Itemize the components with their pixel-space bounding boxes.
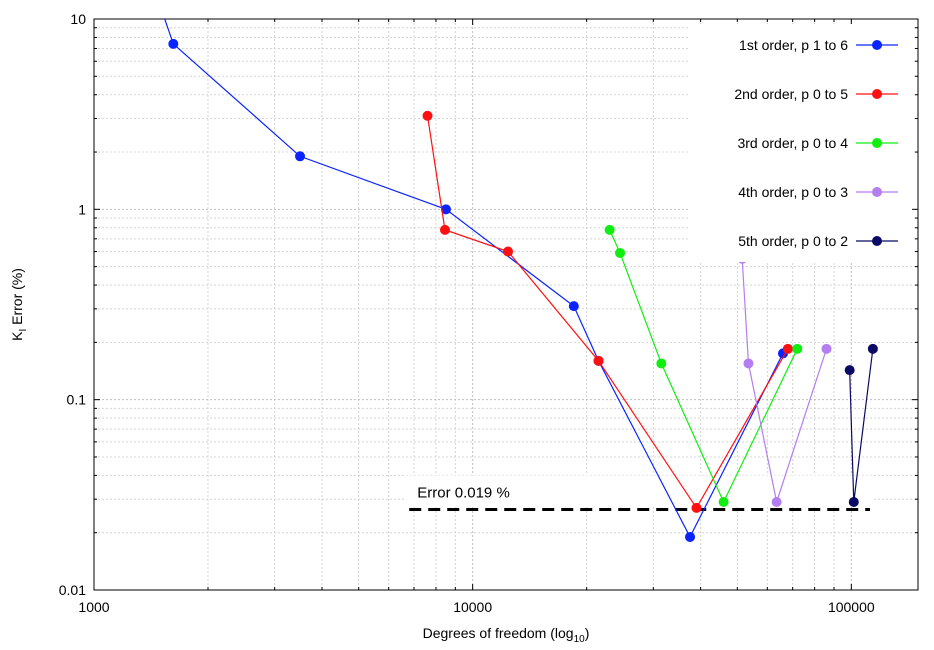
x-tick-label: 1000 — [78, 599, 109, 615]
series-line — [609, 229, 798, 504]
data-point — [771, 496, 782, 507]
reference-line-label: Error 0.019 % — [417, 484, 510, 501]
legend-label: 3rd order, p 0 to 4 — [737, 135, 848, 151]
legend-marker — [872, 138, 882, 148]
data-point — [439, 224, 450, 235]
y-axis-ticks: 10 1 0.1 0.01 — [59, 11, 918, 598]
data-point — [867, 343, 878, 354]
y-tick-label: 0.1 — [67, 392, 87, 408]
series-2 — [422, 110, 793, 513]
data-point — [848, 496, 859, 507]
reference-label-background — [405, 475, 874, 506]
x-tick-label: 100000 — [828, 599, 875, 615]
legend-marker — [872, 89, 882, 99]
plot-frame — [93, 18, 919, 591]
data-point — [718, 496, 729, 507]
data-point — [685, 531, 696, 542]
series-group — [164, 19, 878, 542]
y-tick-label: 10 — [70, 11, 86, 27]
legend-label: 1st order, p 1 to 6 — [739, 37, 848, 53]
data-point — [615, 247, 626, 258]
data-point — [295, 151, 306, 162]
legend-marker — [872, 40, 882, 50]
x-axis-title: Degrees of freedom (log10) — [423, 625, 590, 645]
x-tick-label: 10000 — [453, 599, 492, 615]
data-point — [782, 343, 793, 354]
legend-label: 2nd order, p 0 to 5 — [734, 86, 848, 102]
data-point — [168, 38, 179, 49]
series-line — [426, 115, 789, 510]
series-line — [741, 258, 828, 505]
data-point — [604, 224, 615, 235]
y-axis-title: KI Error (%) — [9, 268, 29, 341]
reference-line-group: Error 0.019 % — [405, 475, 874, 511]
data-point — [792, 343, 803, 354]
x-axis-title-subscript: 10 — [574, 634, 586, 645]
series-4 — [737, 253, 832, 507]
data-point — [656, 358, 667, 369]
series-3 — [604, 224, 803, 507]
x-axis-ticks: 1000 10000 100000 — [78, 19, 875, 615]
legend: 1st order, p 1 to 6 2nd order, p 0 to 5 3r… — [690, 24, 912, 262]
data-point — [593, 355, 604, 366]
data-point — [422, 110, 433, 121]
y-tick-label: 1 — [78, 201, 86, 217]
grid-lines — [94, 19, 918, 590]
data-point — [691, 502, 702, 513]
legend-marker — [872, 187, 882, 197]
series-5 — [844, 343, 878, 507]
legend-label: 4th order, p 0 to 3 — [738, 184, 848, 200]
data-point — [821, 343, 832, 354]
data-point — [743, 358, 754, 369]
data-point — [568, 301, 579, 312]
y-axis-title-subscript: I — [18, 329, 29, 332]
data-point — [440, 204, 451, 215]
data-point — [844, 365, 855, 376]
series-line — [164, 19, 784, 539]
data-point — [503, 246, 514, 257]
y-tick-label: 0.01 — [59, 582, 86, 598]
legend-label: 5th order, p 0 to 2 — [738, 233, 848, 249]
legend-marker — [872, 236, 882, 246]
